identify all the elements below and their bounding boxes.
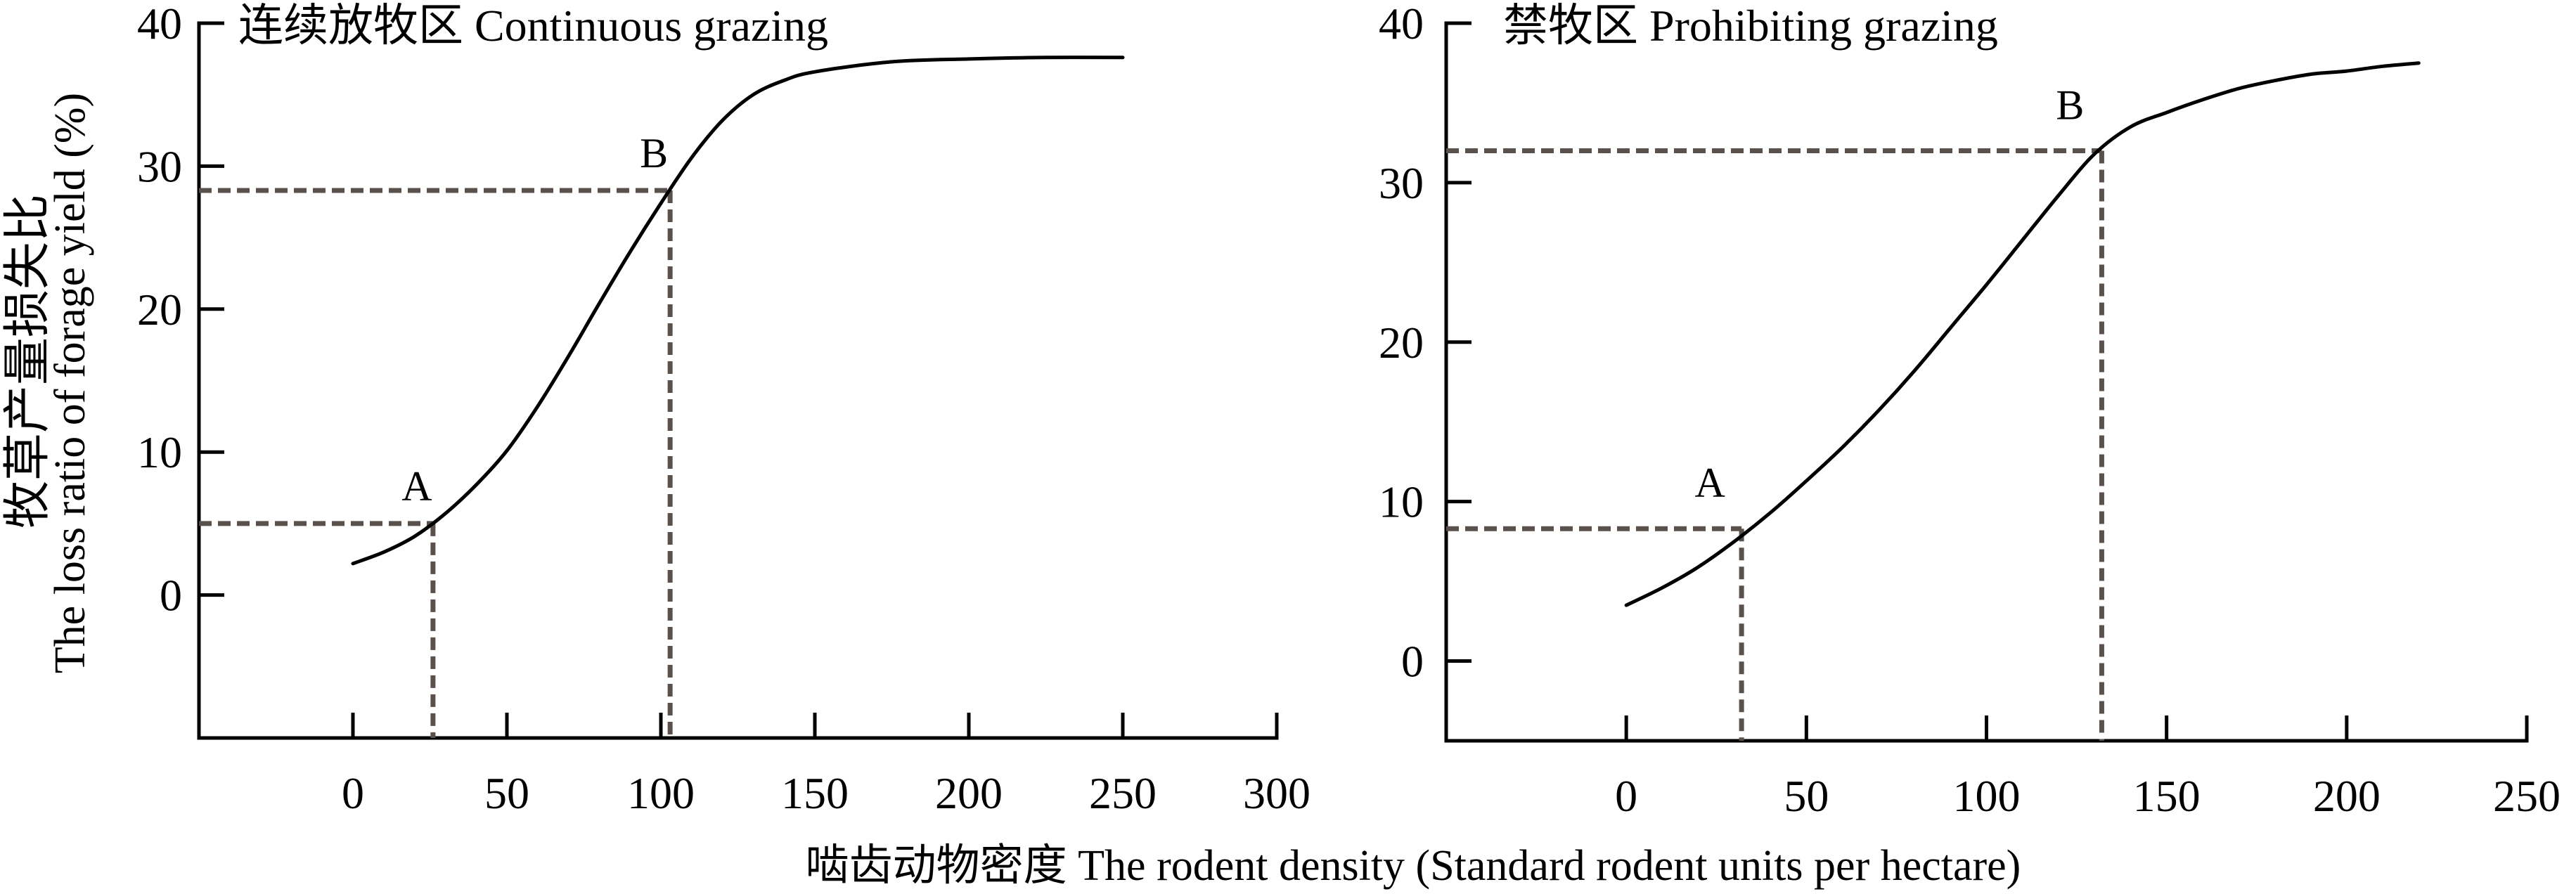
- point-label-A: A: [401, 463, 432, 510]
- x-axis-label: 啮齿动物密度 The rodent density (Standard rode…: [806, 842, 2021, 890]
- y-tick-label: 0: [1401, 637, 1424, 687]
- point-label-B: B: [640, 130, 668, 176]
- series-curve: [1624, 61, 2421, 607]
- point-label-A: A: [1694, 460, 1725, 506]
- x-tick-label: 250: [1089, 768, 1157, 818]
- y-tick-label: 10: [137, 427, 182, 477]
- y-tick-label: 40: [137, 0, 182, 48]
- y-tick-label: 30: [1379, 158, 1424, 208]
- y-axis-label-en: The loss ratio of forage yield (%): [46, 93, 94, 673]
- y-tick-label: 30: [137, 141, 182, 191]
- x-tick-label: 100: [627, 768, 695, 818]
- x-tick-label: 0: [1615, 771, 1637, 821]
- y-axis-label-zh: 牧草产量损失比: [1, 194, 54, 529]
- y-tick-label: 20: [137, 285, 182, 335]
- x-tick-label: 200: [2313, 771, 2381, 821]
- x-tick-label: 0: [342, 768, 364, 818]
- chart-title-prohibiting-grazing: 禁牧区 Prohibiting grazing: [1503, 1, 1998, 51]
- x-tick-label: 100: [1953, 771, 2021, 821]
- chart-continuous-grazing: 0 50 100 150 200 250 300 0 10 20 30 40 A B: [137, 0, 1310, 818]
- y-tick-label: 10: [1379, 477, 1424, 527]
- point-label-B: B: [2056, 82, 2084, 129]
- x-tick-label: 200: [935, 768, 1003, 818]
- series-curve: [351, 56, 1125, 566]
- x-tick-label: 250: [2493, 771, 2561, 821]
- x-tick-label: 50: [484, 768, 529, 818]
- y-tick-label: 0: [160, 571, 182, 621]
- y-tick-label: 20: [1379, 318, 1424, 368]
- x-tick-label: 300: [1243, 768, 1310, 818]
- x-tick-label: 150: [2133, 771, 2201, 821]
- y-tick-label: 40: [1379, 0, 1424, 48]
- chart-prohibiting-grazing: 0 50 100 150 200 250 0 10 20 30 40 A B: [1379, 0, 2561, 821]
- chart-title-continuous-grazing: 连续放牧区 Continuous grazing: [238, 1, 828, 51]
- x-tick-label: 150: [781, 768, 849, 818]
- x-tick-label: 50: [1784, 771, 1829, 821]
